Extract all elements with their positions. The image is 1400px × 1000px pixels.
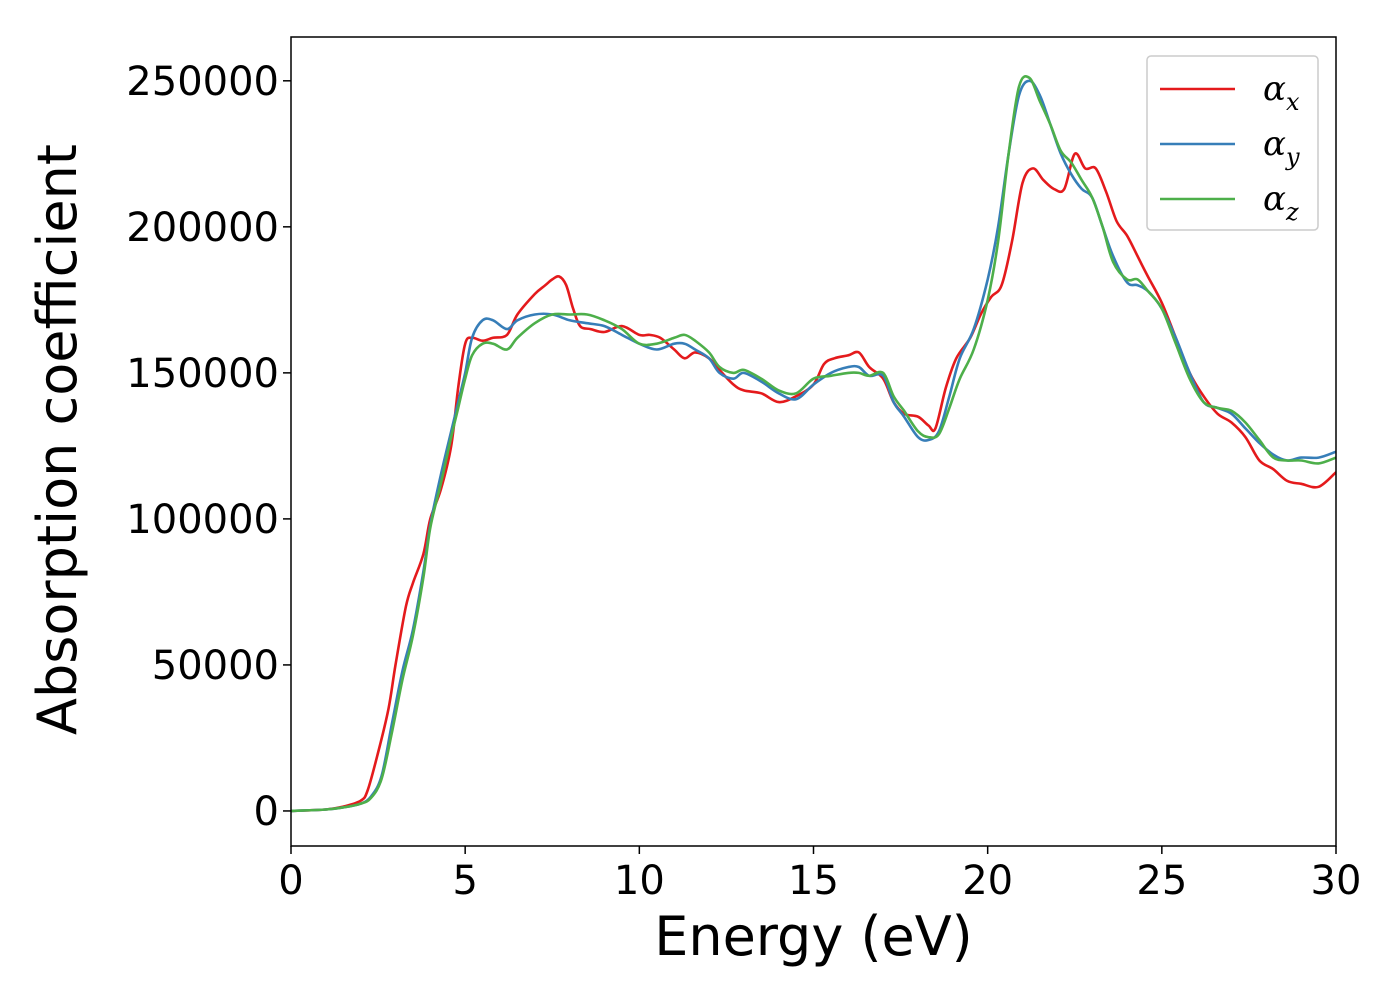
legend-label-z: αz bbox=[1263, 179, 1299, 226]
series-line-z bbox=[291, 74, 1336, 813]
y-tick-label: 150000 bbox=[126, 351, 279, 397]
y-tick-label: 200000 bbox=[126, 205, 279, 251]
series-line-x bbox=[291, 152, 1336, 813]
x-axis-ticks: 0 5 10 15 20 25 30 bbox=[278, 846, 1361, 904]
legend-label-y: αy bbox=[1263, 124, 1300, 171]
legend-label-x: αx bbox=[1263, 69, 1300, 116]
y-tick-label: 50000 bbox=[152, 643, 279, 689]
plot-lines bbox=[291, 74, 1336, 813]
y-axis-title: Absorption coefficient bbox=[26, 144, 89, 735]
x-axis-title: Energy (eV) bbox=[654, 905, 973, 968]
y-axis-ticks: 0 50000 100000 150000 200000 250000 bbox=[126, 59, 291, 835]
x-tick-label: 30 bbox=[1311, 858, 1362, 904]
y-tick-label: 100000 bbox=[126, 497, 279, 543]
x-tick-label: 15 bbox=[788, 858, 839, 904]
x-tick-label: 5 bbox=[452, 858, 477, 904]
x-tick-label: 25 bbox=[1136, 858, 1187, 904]
x-tick-label: 10 bbox=[614, 858, 665, 904]
y-tick-label: 250000 bbox=[126, 59, 279, 105]
legend: αx αy αz bbox=[1146, 55, 1319, 231]
x-tick-label: 20 bbox=[962, 858, 1013, 904]
x-tick-label: 0 bbox=[278, 858, 303, 904]
y-tick-label: 0 bbox=[254, 789, 279, 835]
